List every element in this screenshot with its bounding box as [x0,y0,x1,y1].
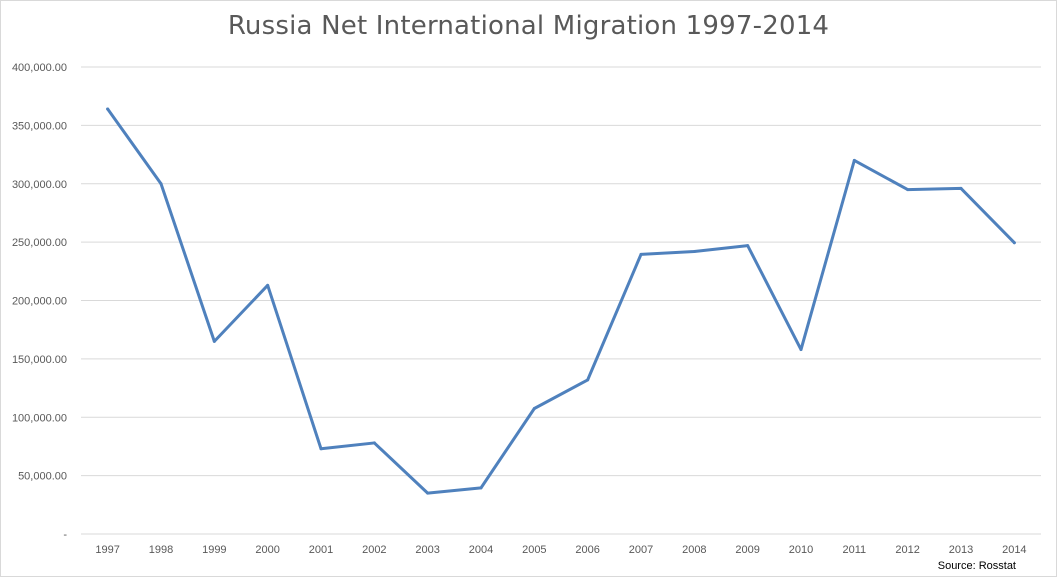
y-tick-label: 350,000.00 [12,120,67,132]
y-tick-label: - [63,529,67,541]
data-point [799,348,803,352]
data-point [372,441,376,445]
data-point [159,182,163,186]
data-point [586,378,590,382]
x-tick-label: 2014 [1002,544,1026,556]
data-point [1012,241,1016,245]
data-point [319,447,323,451]
x-tick-label: 1997 [95,544,119,556]
x-tick-label: 2006 [575,544,599,556]
y-axis: - 50,000.00 100,000.00 150,000.00 200,000.00… [12,62,67,541]
gridlines [81,66,1041,535]
data-point [532,406,536,410]
x-tick-label: 1999 [202,544,226,556]
y-tick-label: 150,000.00 [12,354,67,366]
series-layer [106,107,1016,495]
x-tick-label: 2012 [895,544,919,556]
data-point [959,186,963,190]
source-note: Source: Rosstat [937,560,1016,572]
x-tick-label: 2001 [309,544,333,556]
y-tick-label: 100,000.00 [12,412,67,424]
x-tick-label: 2013 [949,544,973,556]
chart-title: Russia Net International Migration 1997-… [227,11,830,41]
y-tick-label: 200,000.00 [12,296,67,308]
y-tick-label: 400,000.00 [12,62,67,74]
x-tick-label: 2000 [255,544,279,556]
data-point [426,491,430,495]
x-tick-label: 2010 [789,544,813,556]
data-point [212,339,216,343]
data-point [746,244,750,248]
data-point [639,252,643,256]
y-tick-label: 50,000.00 [18,471,67,483]
x-tick-label: 1998 [149,544,173,556]
x-tick-label: 2011 [843,544,867,556]
data-point [266,283,270,287]
x-tick-label: 2003 [415,544,439,556]
x-tick-label: 2002 [362,544,386,556]
data-point [106,107,110,111]
x-tick-label: 2008 [682,544,706,556]
data-point [479,486,483,490]
series-line [106,107,1016,495]
data-point [852,158,856,162]
x-tick-label: 2005 [522,544,546,556]
x-axis: 1997 1998 1999 2000 2001 2002 2003 2004 2005 2006… [95,544,1026,556]
x-tick-label: 2007 [629,544,653,556]
x-tick-label: 2004 [469,544,493,556]
x-tick-label: 2009 [735,544,759,556]
y-tick-label: 250,000.00 [12,237,67,249]
data-point [906,188,910,192]
data-point [692,249,696,253]
y-tick-label: 300,000.00 [12,179,67,191]
